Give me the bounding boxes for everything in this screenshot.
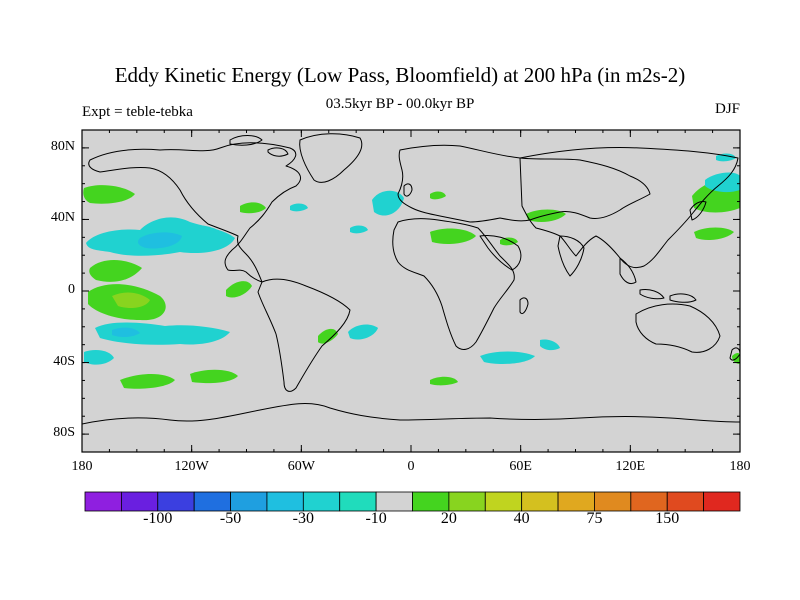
anomaly-region-npac-green (83, 185, 135, 204)
anomaly-region-med-green-2 (500, 237, 518, 246)
lon-label: 60E (509, 459, 532, 474)
colorbar-swatch (594, 491, 632, 512)
coastline-arabia (479, 235, 522, 271)
colorbar-swatch (557, 491, 595, 512)
colorbar-label: 20 (440, 510, 457, 527)
colorbar-swatch (666, 491, 705, 512)
coastline-india (557, 235, 585, 277)
coastline-arctic-islands (229, 135, 289, 157)
colorbar-swatch (448, 491, 486, 512)
anomaly-region-sio-teal-2 (540, 339, 560, 351)
coastline-australia (635, 303, 721, 353)
time-period-label: 03.5kyr BP - 00.0kyr BP (325, 96, 475, 112)
anomaly-region-natl-green (240, 202, 266, 214)
anomaly-region-natl-teal (372, 190, 404, 216)
lon-label: 0 (407, 459, 415, 474)
colorbar (84, 491, 741, 512)
anomaly-region-spac-green (226, 281, 252, 298)
lon-label: 180 (71, 459, 93, 474)
colorbar-swatch (521, 491, 559, 512)
anomaly-region-soc-green-3 (430, 376, 458, 386)
anomaly-region-npac-teal-dark (138, 232, 182, 249)
anomaly-region-wpac-green (694, 227, 734, 240)
season-label: DJF (714, 101, 740, 117)
colorbar-label: -50 (219, 510, 242, 527)
lat-label: 80S (53, 425, 75, 441)
colorbar-label: 150 (655, 510, 680, 527)
coastline-antarctica (82, 403, 740, 425)
map-ticks (81, 129, 741, 453)
coastline-japan (689, 201, 707, 221)
plot-title: Eddy Kinetic Energy (Low Pass, Bloomfiel… (114, 63, 686, 87)
anomaly-region-med-green (430, 228, 476, 244)
colorbar-swatch (339, 491, 377, 512)
lat-label: 40S (53, 353, 75, 369)
colorbar-label: 40 (513, 510, 530, 527)
colorbar-swatch (703, 491, 741, 512)
lon-label: 120E (615, 459, 646, 474)
anomaly-region-nwpac-teal-2 (716, 153, 736, 162)
anomaly-region-satl-green (318, 328, 338, 344)
lat-label: 0 (68, 282, 75, 297)
colorbar-swatch (302, 491, 341, 512)
colorbar-swatch (84, 491, 122, 512)
coastlines (82, 133, 740, 425)
coastline-greenland (299, 133, 363, 183)
coastline-southeast-asia (619, 257, 697, 303)
coastline-europe (397, 144, 651, 223)
anomaly-region-satl-teal (348, 324, 378, 340)
anomaly-fill-layer (83, 153, 740, 389)
anomaly-region-natl-teal-2 (290, 203, 308, 212)
colorbar-label: -30 (292, 510, 314, 527)
colorbar-label: 75 (586, 510, 603, 527)
anomaly-region-med-teal (350, 225, 368, 234)
anomaly-region-soc-green-2 (190, 369, 238, 384)
anomaly-region-spac-teal-dark (112, 327, 140, 338)
anomaly-region-eu-green-2 (430, 191, 446, 200)
anomaly-region-sio-teal (480, 351, 535, 364)
coastline-africa (392, 218, 515, 350)
coastline-uk (403, 183, 413, 197)
colorbar-swatch (375, 491, 413, 512)
colorbar-label: -100 (143, 510, 173, 527)
colorbar-swatch (484, 491, 523, 512)
coastline-north-america (88, 142, 301, 283)
colorbar-swatch (230, 491, 268, 512)
lat-label: 80N (50, 138, 75, 154)
lon-label: 180 (729, 459, 751, 474)
coastline-south-america (257, 278, 351, 392)
map-background (82, 130, 740, 452)
experiment-label: Expt = teble-tebka (82, 104, 193, 120)
lon-label: 60W (287, 459, 315, 474)
colorbar-swatch (157, 491, 195, 512)
colorbar-swatch (630, 491, 668, 512)
colorbar-label: -10 (365, 510, 387, 527)
lon-label: 120W (174, 459, 209, 474)
colorbar-swatch (193, 491, 231, 512)
colorbar-swatch (412, 491, 450, 512)
anomaly-region-tropical-green (89, 260, 142, 282)
anomaly-region-npac-teal-2 (180, 225, 224, 242)
anomaly-region-soc-teal (84, 350, 114, 365)
coastline-madagascar (519, 297, 529, 315)
lat-label: 40N (50, 210, 75, 226)
anomaly-region-tropical-core (112, 292, 150, 308)
colorbar-swatch (120, 491, 159, 512)
anomaly-region-soc-green (120, 374, 175, 389)
colorbar-swatch (266, 491, 304, 512)
